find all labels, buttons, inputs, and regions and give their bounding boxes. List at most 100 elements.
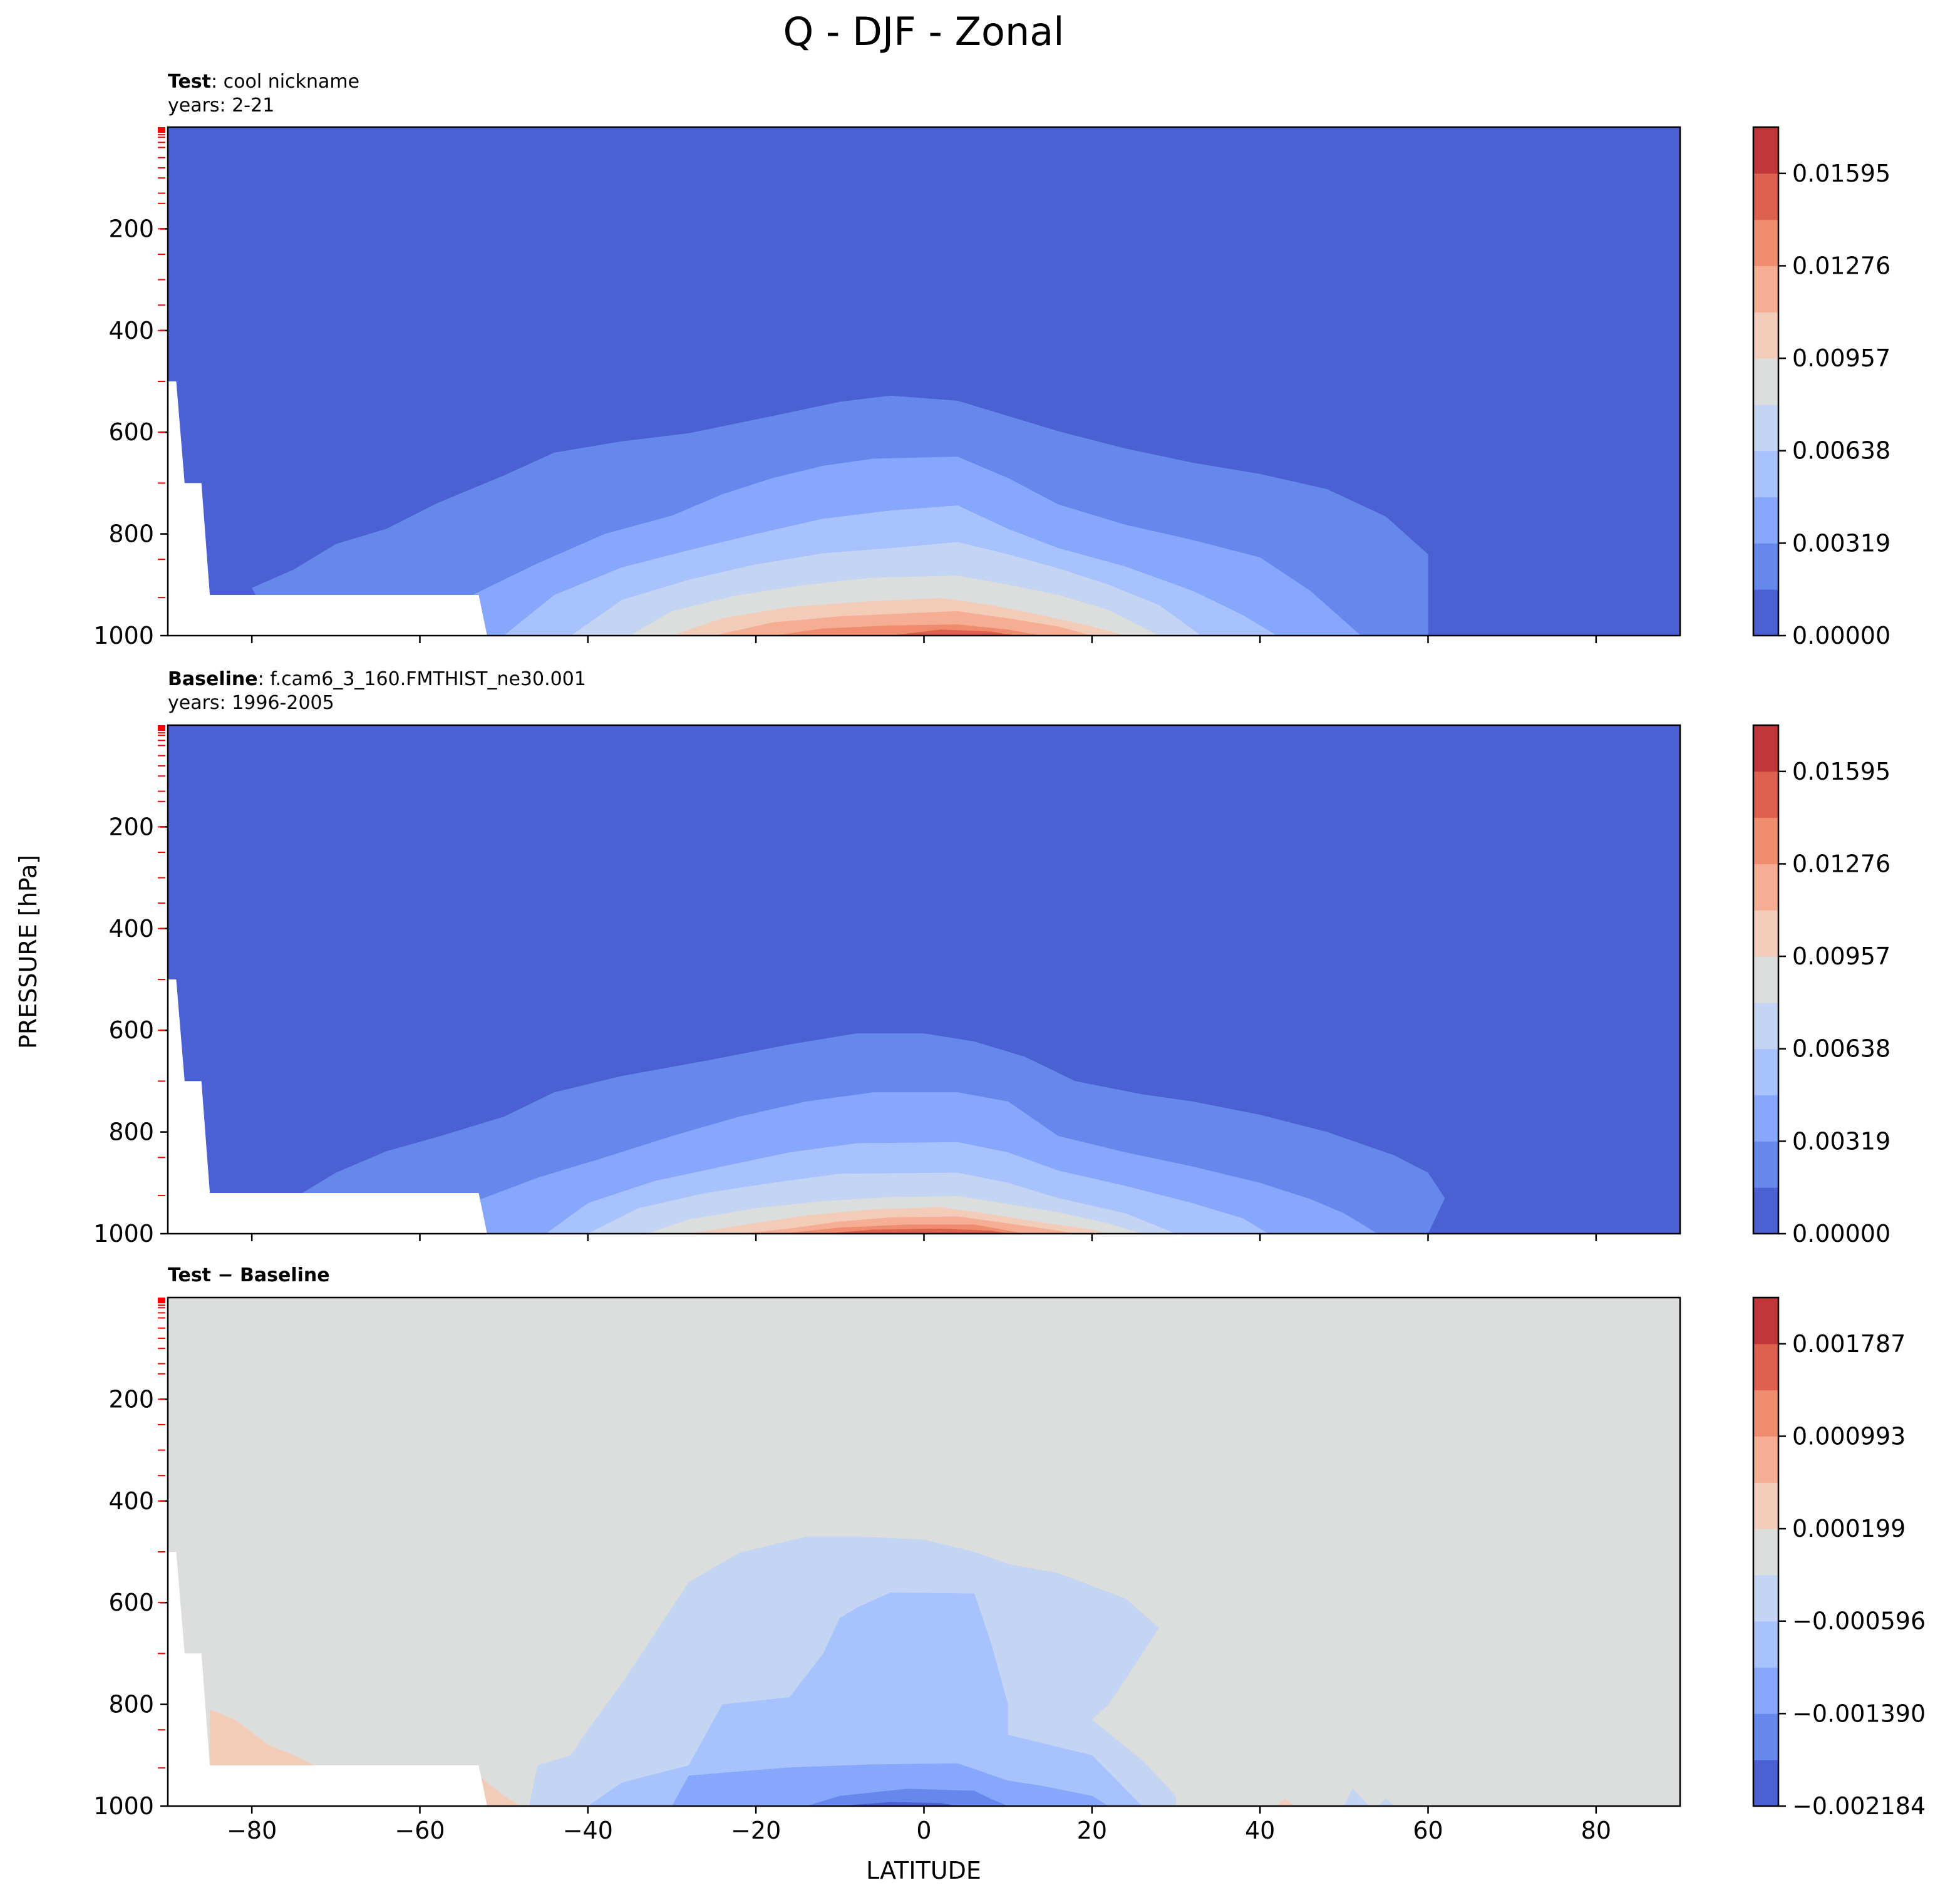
colorbar-segment [1753, 358, 1778, 405]
y-tick-label: 400 [108, 1487, 154, 1515]
colorbar-segment [1753, 1760, 1778, 1807]
colorbar-segment [1753, 1343, 1778, 1391]
colorbar-segment [1753, 1621, 1778, 1668]
model-level-top [158, 1298, 165, 1303]
panel-title-bold: Test [168, 71, 211, 93]
colorbar-segment [1753, 497, 1778, 544]
colorbar-segment [1753, 219, 1778, 266]
y-tick-label: 800 [108, 1691, 154, 1718]
panel-title-rest: : f.cam6_3_160.FMTHIST_ne30.001 [258, 668, 586, 690]
contour-fill [1378, 1798, 1395, 1806]
colorbar-frame [1752, 1296, 1780, 1807]
x-tick-label: 60 [1413, 1817, 1443, 1844]
colorbar-tick-label: 0.01276 [1792, 252, 1890, 279]
plot-area: 200 400 600 800 1000 [93, 724, 1681, 1247]
colorbar-tick-label: 0.00319 [1792, 529, 1890, 557]
panel-test: Test: cool nickname years: 2-21 200 400 60… [93, 71, 1890, 649]
y-axis-label: PRESSURE [hPa] [14, 855, 42, 1049]
panel-title-bold: Test − Baseline [168, 1264, 330, 1286]
colorbar-segment [1753, 1187, 1778, 1234]
panel-subtitle: years: 2-21 [168, 95, 274, 116]
colorbar-segment [1753, 1713, 1778, 1760]
colorbar-tick-label: 0.00638 [1792, 1035, 1890, 1063]
y-tick-label: 200 [108, 813, 154, 840]
y-tick-label: 600 [108, 1589, 154, 1616]
colorbar-tick-label: 0.000993 [1792, 1422, 1906, 1450]
y-tick-label: 1000 [93, 622, 154, 649]
colorbar-segment [1753, 864, 1778, 911]
y-tick-label: 400 [108, 317, 154, 344]
y-tick-label: 200 [108, 1385, 154, 1413]
contour-fill [1344, 1788, 1369, 1806]
colorbar-tick-label: 0.00957 [1792, 344, 1890, 372]
colorbar-tick-label: 0.00319 [1792, 1127, 1890, 1155]
colorbar-segment [1753, 1298, 1778, 1345]
colorbar-segment [1753, 266, 1778, 312]
colorbar-tick-label: 0.00000 [1792, 622, 1890, 649]
colorbar-segment [1753, 910, 1778, 957]
colorbar-segment [1753, 1141, 1778, 1188]
plot-area: 200 400 600 800 1000 [93, 126, 1681, 649]
missing-data-mask [168, 979, 487, 1234]
colorbar-segment [1753, 1095, 1778, 1142]
x-tick-label: 20 [1077, 1817, 1107, 1844]
figure-title: Q - DJF - Zonal [783, 9, 1065, 54]
contour-fill [890, 629, 1017, 636]
colorbar-frame [1752, 126, 1780, 637]
colorbar-tick-label: −0.002184 [1792, 1792, 1926, 1820]
contour-fill [587, 1593, 1143, 1806]
colorbar: −0.002184 −0.001390 −0.000596 0.000199 0.000… [1752, 1296, 1926, 1820]
model-level-top [158, 127, 165, 132]
colorbar-segment [1753, 817, 1778, 864]
panel-title: Test − Baseline [168, 1264, 330, 1286]
panel-title: Test: cool nickname [168, 71, 359, 93]
colorbar-segment [1753, 543, 1778, 590]
panel-subtitle: years: 1996-2005 [168, 692, 334, 714]
contour-fill [806, 1789, 1008, 1806]
y-tick-label: 400 [108, 915, 154, 942]
panel-title-rest: : cool nickname [211, 71, 359, 93]
x-axis-label: LATITUDE [866, 1857, 981, 1884]
colorbar-segment [1753, 1667, 1778, 1714]
colorbar-segment [1753, 127, 1778, 174]
colorbar-segment [1753, 589, 1778, 636]
panel-title-bold: Baseline [168, 668, 258, 690]
x-tick-label: 40 [1245, 1817, 1275, 1844]
colorbar-tick-label: 0.01595 [1792, 758, 1890, 785]
y-tick-label: 600 [108, 1016, 154, 1044]
x-tick-label: −20 [731, 1817, 781, 1844]
colorbar-tick-label: 0.01276 [1792, 850, 1890, 877]
colorbar: 0.00000 0.00319 0.00638 0.00957 0.01276 0.015… [1752, 724, 1890, 1247]
colorbar-segment [1753, 1529, 1778, 1576]
y-tick-label: 200 [108, 215, 154, 242]
colorbar-segment [1753, 1574, 1778, 1622]
x-tick-label: 80 [1581, 1817, 1611, 1844]
colorbar-tick-label: 0.01595 [1792, 160, 1890, 187]
colorbar-segment [1753, 404, 1778, 452]
colorbar-segment [1753, 173, 1778, 220]
colorbar-segment [1753, 1436, 1778, 1483]
colorbar-tick-label: −0.001390 [1792, 1700, 1926, 1727]
colorbar-tick-label: 0.001787 [1792, 1330, 1906, 1358]
colorbar-segment [1753, 312, 1778, 359]
colorbar-segment [1753, 956, 1778, 1003]
contour-fill [840, 1802, 958, 1806]
contour-fill [1277, 1798, 1294, 1806]
missing-data-mask [168, 1552, 487, 1806]
colorbar: 0.00000 0.00319 0.00638 0.00957 0.01276 0.015… [1752, 126, 1890, 649]
colorbar-tick-label: 0.000199 [1792, 1515, 1906, 1542]
contour-fill [823, 1228, 1008, 1234]
y-tick-label: 800 [108, 1118, 154, 1146]
x-tick-label: −60 [395, 1817, 445, 1844]
colorbar-segment [1753, 1002, 1778, 1050]
panel-title: Baseline: f.cam6_3_160.FMTHIST_ne30.001 [168, 668, 586, 690]
panel-baseline: Baseline: f.cam6_3_160.FMTHIST_ne30.001 … [93, 668, 1890, 1247]
colorbar-segment [1753, 450, 1778, 498]
colorbar-segment [1753, 771, 1778, 818]
colorbar-tick-label: 0.00957 [1792, 942, 1890, 970]
colorbar-tick-label: 0.00638 [1792, 437, 1890, 465]
model-level-top [158, 725, 165, 730]
colorbar-tick-label: 0.00000 [1792, 1220, 1890, 1247]
